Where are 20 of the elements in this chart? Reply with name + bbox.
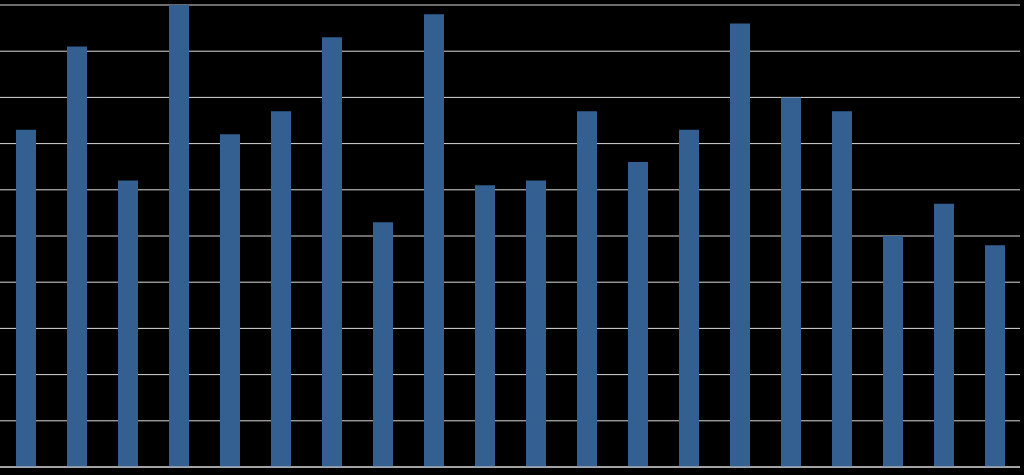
- bar: [169, 5, 189, 467]
- bar: [832, 111, 852, 467]
- bar: [883, 236, 903, 467]
- bar: [577, 111, 597, 467]
- bar: [118, 180, 138, 467]
- bar: [373, 222, 393, 467]
- bar: [67, 46, 87, 467]
- bar: [16, 129, 36, 467]
- bar: [271, 111, 291, 467]
- bar: [781, 97, 801, 467]
- bar: [526, 180, 546, 467]
- bar: [475, 185, 495, 467]
- bar: [679, 129, 699, 467]
- bar: [934, 203, 954, 467]
- bar: [628, 162, 648, 467]
- bar: [322, 37, 342, 467]
- bar: [424, 14, 444, 467]
- bar: [985, 245, 1005, 467]
- bar: [220, 134, 240, 467]
- bar: [730, 23, 750, 467]
